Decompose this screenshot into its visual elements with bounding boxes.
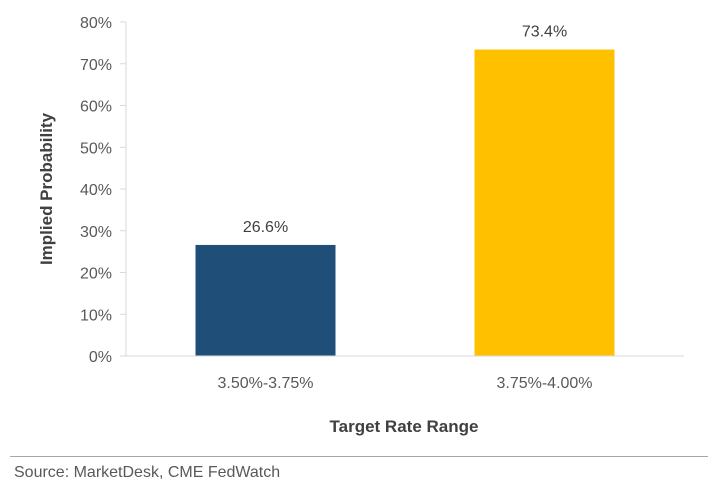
source-divider bbox=[10, 456, 708, 457]
y-axis-title: Implied Probability bbox=[37, 112, 56, 265]
x-tick-label: 3.75%-4.00% bbox=[496, 375, 592, 392]
data-label: 73.4% bbox=[522, 24, 567, 41]
x-tick-label: 3.50%-3.75% bbox=[217, 375, 313, 392]
y-tick-label: 80% bbox=[80, 15, 112, 32]
bar bbox=[474, 49, 615, 357]
source-note: Source: MarketDesk, CME FedWatch bbox=[14, 464, 281, 481]
y-tick-label: 30% bbox=[80, 224, 112, 241]
y-tick-label: 50% bbox=[80, 140, 112, 157]
x-axis-title: Target Rate Range bbox=[330, 417, 479, 436]
y-tick-label: 0% bbox=[89, 349, 112, 366]
bar-chart: 0% 10% 20% 30% 40% 50% 60% 70% 80% 26.6% 73.4% 3.… bbox=[37, 15, 684, 436]
y-tick-label: 60% bbox=[80, 99, 112, 116]
y-tick-label: 40% bbox=[80, 182, 112, 199]
data-label: 26.6% bbox=[243, 219, 288, 236]
y-tick-label: 20% bbox=[80, 266, 112, 283]
bar bbox=[195, 244, 336, 356]
bars: 26.6% 73.4% bbox=[195, 24, 615, 357]
y-tick-label: 10% bbox=[80, 307, 112, 324]
y-axis: 0% 10% 20% 30% 40% 50% 60% 70% 80% bbox=[80, 15, 127, 366]
y-tick-label: 70% bbox=[80, 57, 112, 74]
x-axis: 3.50%-3.75% 3.75%-4.00% bbox=[126, 355, 684, 392]
